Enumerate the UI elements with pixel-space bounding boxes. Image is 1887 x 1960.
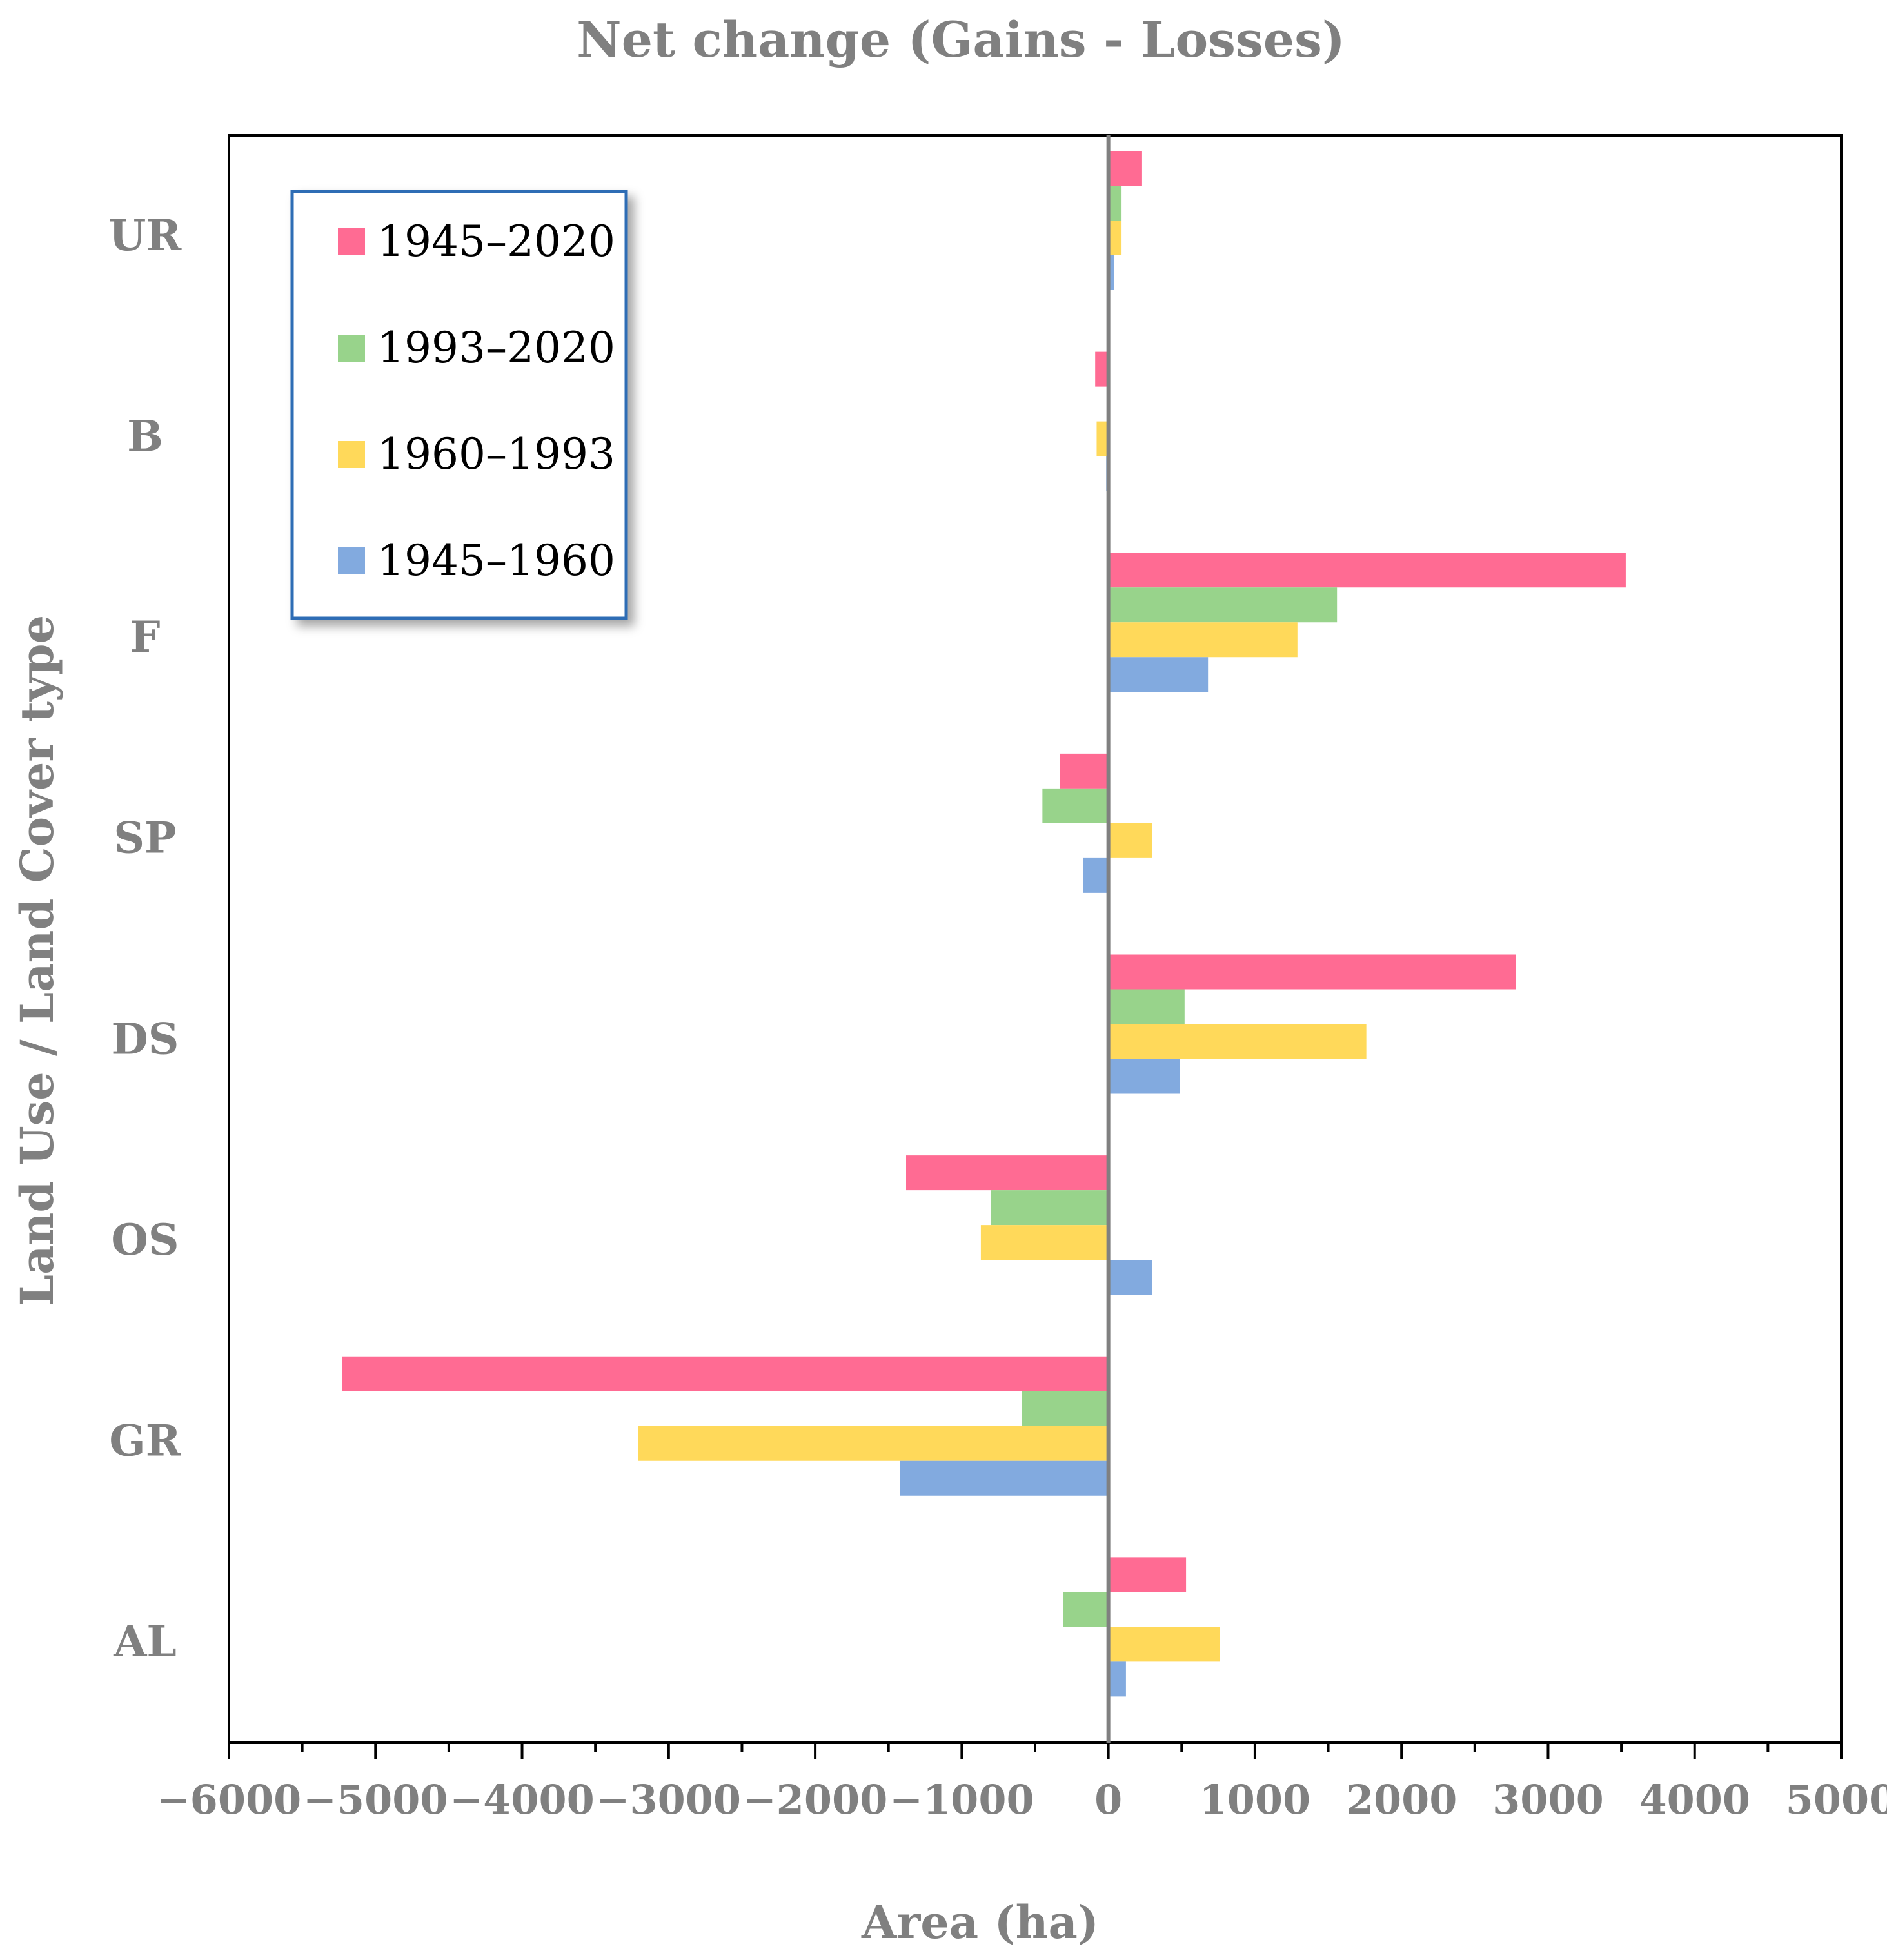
x-tick-label: 4000 [1639, 1776, 1750, 1823]
legend-items: 1945–2020 1993–2020 1960–1993 1945–1960 [338, 217, 615, 585]
x-tick-label: −3000 [597, 1776, 742, 1823]
chart-title: Net change (Gains - Losses) [577, 11, 1345, 68]
bar-f-series-1 [1108, 553, 1626, 588]
legend-label-1: 1945–2020 [377, 217, 615, 266]
bar-gr-series-2 [1022, 1391, 1109, 1426]
bar-gr-series-1 [342, 1356, 1109, 1391]
x-tick-label: 2000 [1346, 1776, 1457, 1823]
bar-os-series-1 [906, 1155, 1109, 1191]
legend-label-3: 1960–1993 [377, 429, 615, 479]
bar-ur-series-1 [1108, 151, 1142, 186]
bar-ur-series-3 [1108, 220, 1122, 255]
x-tick-label: 0 [1094, 1776, 1122, 1823]
x-axis-tick-labels: −6000 −5000 −4000 −3000 −2000 −1000 0 1000 2000 3… [157, 1776, 1887, 1823]
bar-ds-series-4 [1108, 1059, 1180, 1094]
bar-al-series-3 [1108, 1627, 1220, 1662]
x-tick-label: −5000 [303, 1776, 448, 1823]
bar-os-series-2 [991, 1190, 1109, 1226]
y-category-label-ds: DS [112, 1014, 179, 1064]
x-axis-ticks [228, 1743, 1843, 1759]
bar-ds-series-3 [1108, 1024, 1367, 1059]
y-category-label-b: B [127, 411, 163, 461]
bar-b-series-1 [1095, 351, 1109, 387]
legend-label-4: 1945–1960 [377, 536, 615, 585]
y-axis-label: Land Use / Land Cover type [10, 615, 64, 1306]
y-category-label-al: AL [113, 1616, 177, 1667]
y-category-label-os: OS [111, 1215, 179, 1265]
x-tick-label: 1000 [1200, 1776, 1311, 1823]
legend-swatch-3 [338, 441, 365, 468]
bars-layer [342, 151, 1626, 1697]
y-axis-category-labels: UR B F SP DS OS GR AL [109, 210, 183, 1667]
legend: 1945–2020 1993–2020 1960–1993 1945–1960 [290, 190, 628, 620]
bar-ds-series-1 [1108, 954, 1516, 990]
bar-f-series-4 [1108, 657, 1209, 692]
bar-ur-series-2 [1108, 186, 1122, 220]
bar-ur-series-4 [1108, 255, 1114, 290]
y-category-label-gr: GR [109, 1416, 181, 1466]
y-category-label-sp: SP [114, 813, 176, 863]
x-tick-label: −6000 [157, 1776, 302, 1823]
bar-sp-series-3 [1108, 823, 1152, 858]
bar-sp-series-2 [1042, 788, 1109, 823]
bar-f-series-3 [1108, 622, 1298, 658]
x-tick-label: 3000 [1492, 1776, 1604, 1823]
bar-b-series-3 [1096, 421, 1109, 456]
bar-sp-series-4 [1083, 858, 1109, 893]
bar-f-series-2 [1108, 587, 1338, 623]
bar-ds-series-2 [1108, 989, 1185, 1024]
legend-swatch-2 [338, 335, 365, 362]
y-category-label-ur: UR [109, 210, 183, 260]
x-tick-label: 5000 [1786, 1776, 1887, 1823]
bar-al-series-1 [1108, 1557, 1187, 1592]
legend-swatch-1 [338, 228, 365, 255]
bar-al-series-4 [1108, 1661, 1126, 1697]
bar-gr-series-3 [638, 1426, 1109, 1461]
x-tick-label: −4000 [450, 1776, 595, 1823]
x-tick-label: −1000 [889, 1776, 1034, 1823]
bar-gr-series-4 [900, 1460, 1109, 1496]
legend-box [290, 190, 628, 620]
bar-sp-series-1 [1060, 753, 1109, 789]
bar-os-series-4 [1108, 1260, 1152, 1295]
bar-al-series-2 [1063, 1592, 1109, 1627]
legend-label-2: 1993–2020 [377, 323, 615, 373]
legend-swatch-4 [338, 547, 365, 574]
y-category-label-f: F [130, 612, 161, 662]
x-tick-label: −2000 [743, 1776, 888, 1823]
bar-os-series-3 [980, 1225, 1109, 1260]
x-axis-label: Area (ha) [861, 1896, 1099, 1949]
